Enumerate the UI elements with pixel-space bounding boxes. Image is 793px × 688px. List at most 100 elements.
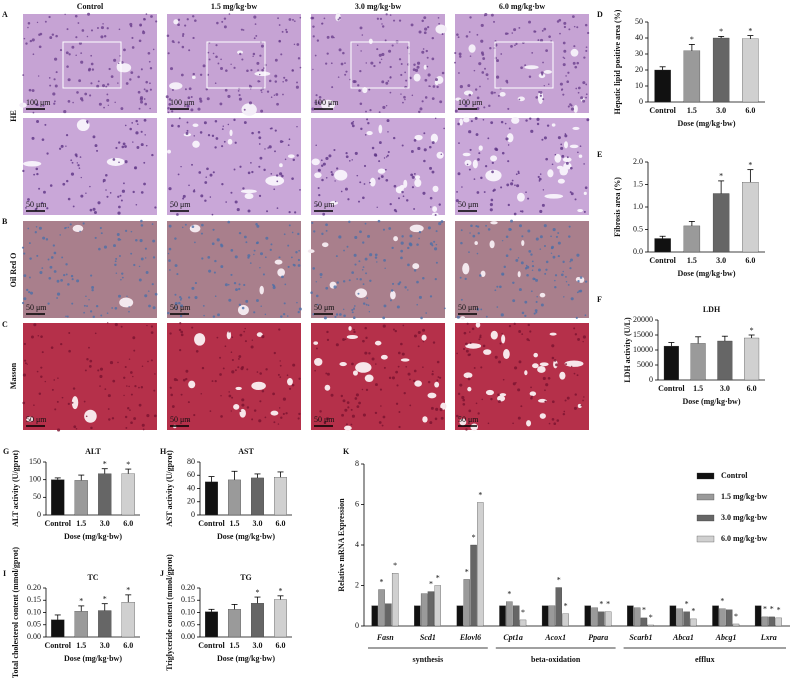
nucleus bbox=[380, 175, 384, 178]
nucleus bbox=[584, 23, 588, 27]
nucleus bbox=[490, 13, 494, 17]
nucleus bbox=[467, 353, 471, 357]
nucleus bbox=[31, 38, 35, 42]
nucleus bbox=[583, 396, 585, 398]
scale-bar-label: 100 μm bbox=[170, 98, 195, 107]
vacuole bbox=[84, 409, 97, 423]
nucleus bbox=[402, 195, 405, 198]
nucleus bbox=[488, 104, 491, 108]
nucleus bbox=[400, 342, 403, 346]
nucleus bbox=[219, 356, 222, 359]
bar bbox=[654, 69, 671, 103]
vacuole bbox=[189, 224, 201, 233]
nucleus bbox=[130, 371, 133, 374]
nucleus bbox=[170, 393, 173, 397]
nucleus bbox=[328, 154, 332, 158]
nucleus bbox=[65, 315, 67, 318]
nucleus bbox=[520, 66, 523, 70]
bar bbox=[251, 477, 264, 516]
panel-letter: I bbox=[3, 569, 6, 578]
nucleus bbox=[531, 52, 534, 54]
micrograph: 50 μm bbox=[455, 322, 589, 431]
nucleus bbox=[177, 173, 180, 176]
nucleus bbox=[150, 15, 153, 18]
nucleus bbox=[497, 94, 500, 97]
nucleus bbox=[501, 151, 505, 155]
y-tick-label: 2.0 bbox=[633, 157, 643, 166]
nucleus bbox=[135, 203, 138, 206]
nucleus bbox=[77, 22, 80, 24]
nucleus bbox=[174, 293, 177, 296]
nucleus bbox=[99, 374, 103, 379]
nucleus bbox=[320, 159, 323, 162]
column-label: 3.0 mg/kg·bw bbox=[355, 2, 401, 11]
nucleus bbox=[577, 86, 581, 90]
nucleus bbox=[348, 159, 351, 162]
nucleus bbox=[510, 219, 513, 223]
nucleus bbox=[102, 23, 104, 25]
nucleus bbox=[23, 274, 27, 278]
y-tick-label: 20000 bbox=[633, 315, 653, 324]
nucleus bbox=[469, 55, 472, 57]
nucleus bbox=[230, 351, 233, 353]
vacuole bbox=[539, 362, 549, 367]
nucleus bbox=[121, 272, 124, 275]
nucleus bbox=[92, 207, 96, 211]
nucleus bbox=[241, 398, 245, 402]
nucleus bbox=[312, 25, 315, 28]
nucleus bbox=[379, 17, 383, 20]
bar bbox=[228, 609, 241, 638]
nucleus bbox=[342, 399, 346, 403]
nucleus bbox=[363, 183, 366, 185]
nucleus bbox=[118, 294, 121, 298]
vacuole bbox=[393, 236, 398, 242]
nucleus bbox=[40, 335, 43, 338]
x-tick-label: Control bbox=[198, 519, 225, 528]
nucleus bbox=[198, 97, 202, 101]
nucleus bbox=[220, 243, 223, 247]
nucleus bbox=[38, 392, 42, 395]
nucleus bbox=[546, 124, 550, 127]
nucleus bbox=[80, 60, 84, 64]
nucleus bbox=[131, 46, 135, 49]
nucleus bbox=[352, 316, 356, 320]
nucleus bbox=[339, 313, 342, 316]
vacuole bbox=[517, 271, 521, 278]
nucleus bbox=[512, 299, 516, 303]
nucleus bbox=[54, 408, 57, 411]
vacuole bbox=[254, 71, 271, 77]
nucleus bbox=[354, 397, 358, 400]
nucleus bbox=[60, 278, 63, 282]
y-tick-label: 30 bbox=[635, 49, 643, 58]
nucleus bbox=[214, 82, 217, 84]
vacuole bbox=[314, 358, 323, 366]
nucleus bbox=[554, 274, 558, 277]
nucleus bbox=[570, 365, 573, 368]
nucleus bbox=[273, 94, 276, 96]
nucleus bbox=[484, 165, 488, 168]
nucleus bbox=[112, 379, 116, 383]
nucleus bbox=[199, 99, 203, 103]
nucleus bbox=[191, 286, 195, 290]
nucleus bbox=[257, 80, 260, 83]
nucleus bbox=[534, 30, 537, 33]
nucleus bbox=[195, 349, 199, 353]
nucleus bbox=[490, 397, 493, 401]
x-tick-label: 1.5 bbox=[230, 519, 240, 528]
nucleus bbox=[80, 52, 83, 54]
vacuole bbox=[274, 259, 283, 265]
nucleus bbox=[113, 58, 117, 62]
nucleus bbox=[357, 84, 360, 87]
nucleus bbox=[402, 324, 405, 327]
nucleus bbox=[562, 41, 566, 45]
vacuole bbox=[339, 362, 347, 367]
nucleus bbox=[88, 346, 90, 349]
nucleus bbox=[368, 88, 371, 91]
nucleus bbox=[364, 351, 368, 355]
nucleus bbox=[495, 148, 499, 152]
nucleus bbox=[180, 333, 184, 337]
nucleus bbox=[171, 89, 174, 92]
nucleus bbox=[33, 404, 35, 406]
x-axis-title: Dose (mg/kg·bw) bbox=[64, 532, 122, 541]
nucleus bbox=[398, 19, 402, 22]
